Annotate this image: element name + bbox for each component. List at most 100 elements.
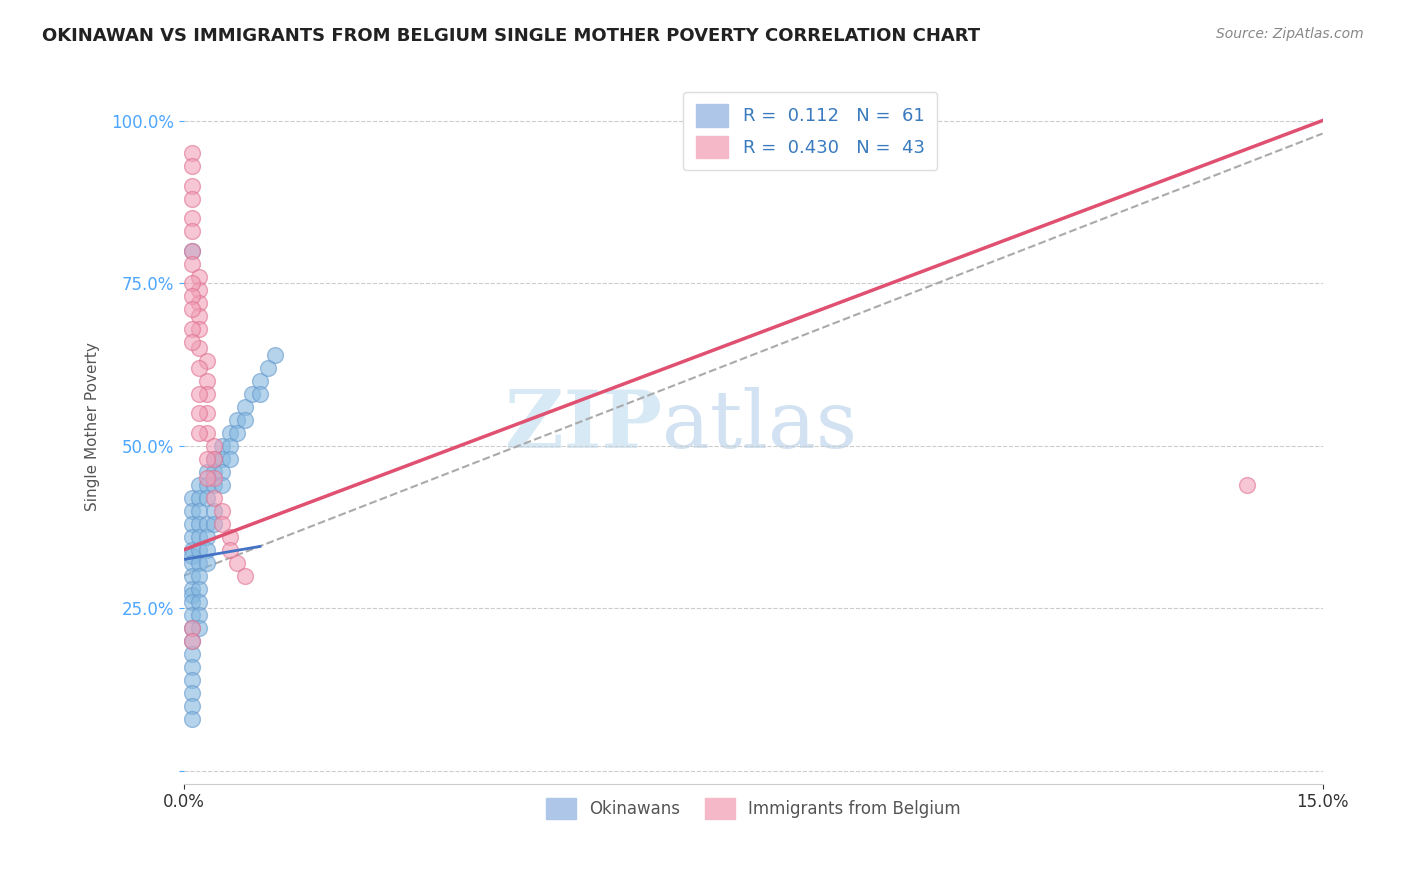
- Point: [188, 321, 211, 335]
- Point: [242, 386, 264, 401]
- Point: [180, 516, 202, 531]
- Point: [218, 530, 240, 544]
- Point: [180, 530, 202, 544]
- Point: [188, 477, 211, 491]
- Point: [264, 348, 287, 362]
- Point: [180, 659, 202, 673]
- Point: [195, 386, 218, 401]
- Point: [218, 425, 240, 440]
- Point: [226, 412, 249, 426]
- Point: [188, 607, 211, 622]
- Point: [211, 465, 233, 479]
- Point: [180, 289, 202, 303]
- Point: [195, 354, 218, 368]
- Point: [218, 439, 240, 453]
- Point: [195, 425, 218, 440]
- Point: [195, 451, 218, 466]
- Point: [211, 451, 233, 466]
- Point: [204, 491, 226, 505]
- Point: [195, 556, 218, 570]
- Point: [180, 211, 202, 225]
- Point: [195, 406, 218, 420]
- Point: [180, 633, 202, 648]
- Point: [218, 451, 240, 466]
- Point: [180, 276, 202, 290]
- Point: [180, 712, 202, 726]
- Point: [188, 556, 211, 570]
- Point: [180, 607, 202, 622]
- Point: [211, 477, 233, 491]
- Point: [180, 549, 202, 564]
- Text: OKINAWAN VS IMMIGRANTS FROM BELGIUM SINGLE MOTHER POVERTY CORRELATION CHART: OKINAWAN VS IMMIGRANTS FROM BELGIUM SING…: [42, 27, 980, 45]
- Point: [188, 341, 211, 355]
- Point: [256, 360, 278, 375]
- Point: [188, 621, 211, 635]
- Point: [180, 698, 202, 713]
- Point: [204, 516, 226, 531]
- Point: [180, 146, 202, 161]
- Point: [188, 360, 211, 375]
- Point: [188, 582, 211, 596]
- Point: [180, 647, 202, 661]
- Point: [180, 321, 202, 335]
- Point: [204, 439, 226, 453]
- Point: [188, 386, 211, 401]
- Point: [180, 621, 202, 635]
- Point: [195, 477, 218, 491]
- Point: [180, 244, 202, 258]
- Point: [180, 588, 202, 602]
- Point: [188, 530, 211, 544]
- Point: [180, 595, 202, 609]
- Point: [188, 295, 211, 310]
- Point: [249, 386, 271, 401]
- Point: [180, 244, 202, 258]
- Point: [188, 491, 211, 505]
- Point: [195, 516, 218, 531]
- Point: [211, 503, 233, 517]
- Point: [180, 556, 202, 570]
- Text: Source: ZipAtlas.com: Source: ZipAtlas.com: [1216, 27, 1364, 41]
- Point: [204, 451, 226, 466]
- Point: [188, 568, 211, 582]
- Point: [204, 477, 226, 491]
- Point: [218, 542, 240, 557]
- Point: [188, 542, 211, 557]
- Point: [188, 309, 211, 323]
- Point: [180, 621, 202, 635]
- Point: [195, 530, 218, 544]
- Point: [180, 568, 202, 582]
- Point: [188, 406, 211, 420]
- Text: ZIP: ZIP: [505, 387, 662, 465]
- Point: [188, 269, 211, 284]
- Point: [180, 582, 202, 596]
- Point: [180, 224, 202, 238]
- Point: [180, 256, 202, 270]
- Point: [188, 283, 211, 297]
- Point: [195, 374, 218, 388]
- Point: [188, 595, 211, 609]
- Text: atlas: atlas: [662, 387, 858, 465]
- Point: [180, 192, 202, 206]
- Point: [249, 374, 271, 388]
- Point: [180, 334, 202, 349]
- Point: [180, 633, 202, 648]
- Point: [188, 503, 211, 517]
- Legend: Okinawans, Immigrants from Belgium: Okinawans, Immigrants from Belgium: [538, 792, 967, 825]
- Point: [226, 556, 249, 570]
- Point: [204, 471, 226, 485]
- Point: [195, 465, 218, 479]
- Point: [180, 686, 202, 700]
- Point: [180, 542, 202, 557]
- Point: [233, 400, 256, 414]
- Point: [180, 491, 202, 505]
- Point: [195, 471, 218, 485]
- Point: [1236, 477, 1258, 491]
- Point: [195, 491, 218, 505]
- Point: [211, 439, 233, 453]
- Y-axis label: Single Mother Poverty: Single Mother Poverty: [86, 342, 100, 510]
- Point: [188, 425, 211, 440]
- Point: [233, 412, 256, 426]
- Point: [188, 516, 211, 531]
- Point: [180, 159, 202, 173]
- Point: [180, 302, 202, 317]
